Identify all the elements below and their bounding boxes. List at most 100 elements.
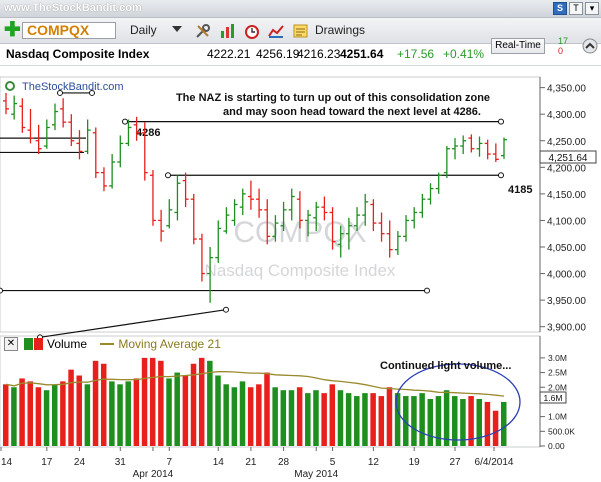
y-tick-label: 4,300.00 (547, 110, 586, 121)
volume-bar (492, 410, 499, 446)
low-value: 4216.23 (297, 47, 341, 61)
volume-value-tag-text: 1.6M (544, 393, 563, 403)
y-tick-label: 4,150.00 (547, 190, 586, 201)
compare-icon[interactable] (268, 23, 284, 39)
chart-annotation-line-1: The NAZ is starting to turn up out of th… (176, 92, 490, 104)
volume-bar (68, 369, 74, 446)
volume-bar (337, 390, 344, 446)
volume-bar (60, 381, 66, 446)
volume-bar (19, 378, 25, 446)
volume-bar (452, 396, 458, 446)
volume-bar (215, 375, 221, 446)
tools-icon[interactable] (195, 23, 211, 39)
volume-bar (296, 387, 303, 446)
level-upper-label: 4286 (136, 127, 160, 139)
volume-bar (419, 393, 425, 446)
volume-bar (272, 387, 278, 446)
last-price-tag-text: 4,251.64 (549, 153, 588, 164)
volume-bar (174, 372, 180, 446)
volume-y-tick-label: 1.0M (548, 412, 567, 422)
open-value: 4222.21 (207, 47, 251, 61)
volume-value-tag (539, 391, 567, 404)
realtime-button[interactable]: Real-Time (491, 38, 545, 54)
line-handle[interactable] (424, 287, 430, 294)
quote-bar: Nasdaq Composite Index 4222.21 4256.19 4… (0, 44, 601, 66)
volume-bar (354, 396, 360, 446)
volume-bar (460, 399, 466, 446)
rising-trend-line[interactable] (39, 309, 227, 338)
line-handle[interactable] (498, 118, 504, 125)
symbol-input[interactable]: COMPQX (22, 22, 116, 39)
volume-bar (427, 399, 434, 446)
line-handle[interactable] (0, 287, 3, 294)
line-handle[interactable] (498, 172, 504, 179)
line-handle[interactable] (57, 89, 63, 96)
x-tick-label: 17 (41, 457, 53, 468)
volume-bar (305, 393, 311, 446)
volume-bar (321, 393, 327, 446)
volume-bar (223, 384, 229, 446)
x-tick-label: 28 (278, 457, 290, 468)
drawings-icon[interactable] (293, 23, 309, 39)
volume-bar (443, 390, 450, 446)
down-count: 0 (558, 46, 564, 56)
header-bar: www.TheStockBandit.com S T ▾ (0, 0, 601, 18)
volume-bar (207, 360, 213, 446)
change-value: +17.56 (397, 47, 435, 61)
line-handle[interactable] (89, 89, 95, 96)
y-tick-label: 4,050.00 (547, 243, 586, 254)
high-value: 4256.19 (256, 47, 300, 61)
indicators-icon[interactable] (220, 23, 236, 39)
volume-bar (133, 378, 140, 446)
volume-bar (117, 384, 123, 446)
volume-panel-header: Volume Moving Average 21 (24, 337, 221, 353)
share-button[interactable]: S (553, 2, 567, 15)
volume-bar (27, 381, 33, 446)
price-panel-frame (0, 76, 541, 333)
y-tick-label: 3,900.00 (547, 323, 586, 334)
volume-bar (231, 387, 238, 446)
volume-bar (435, 396, 442, 446)
volume-bar (109, 381, 115, 446)
line-handle[interactable] (122, 118, 128, 125)
line-handle[interactable] (223, 306, 229, 313)
volume-bar (264, 372, 270, 446)
drawings-button-label[interactable]: Drawings (315, 23, 366, 37)
x-tick-label: 31 (115, 457, 127, 468)
y-tick-label: 4,100.00 (547, 216, 586, 227)
collapse-icon[interactable] (582, 38, 598, 54)
stockbandit-logo-icon (5, 81, 15, 91)
x-tick-label: Apr 2014 (133, 469, 174, 480)
volume-bar (386, 387, 393, 446)
last-value: 4251.64 (340, 47, 384, 61)
index-name: Nasdaq Composite Index (6, 47, 150, 61)
last-price-tag (539, 150, 597, 164)
volume-y-tick-label: 2.5M (548, 368, 567, 378)
volume-bar (166, 378, 172, 446)
volume-bar (35, 387, 42, 446)
header-buttons: S T ▾ (553, 2, 599, 15)
line-handle[interactable] (165, 172, 171, 179)
volume-bar (288, 390, 295, 446)
x-tick-label: 24 (74, 457, 86, 468)
x-tick-label: 21 (245, 457, 257, 468)
add-symbol-icon[interactable]: ✚ (4, 19, 21, 41)
period-select[interactable]: Daily (130, 23, 157, 37)
alarm-clock-icon[interactable] (244, 23, 260, 39)
volume-bar (51, 384, 58, 446)
volume-bar (362, 393, 368, 446)
chevron-down-icon[interactable] (172, 26, 182, 32)
x-tick-label: 14 (213, 457, 225, 468)
x-tick-label: 27 (449, 457, 461, 468)
menu-dropdown-button[interactable]: ▾ (585, 2, 599, 15)
volume-bar (43, 390, 50, 446)
site-watermark: www.TheStockBandit.com (4, 2, 142, 14)
x-tick-label: May 2014 (294, 469, 338, 480)
y-tick-label: 4,350.00 (547, 84, 586, 95)
volume-bar (190, 363, 197, 446)
close-panel-icon[interactable]: ✕ (4, 337, 18, 351)
up-count: 17 (558, 36, 569, 46)
volume-bar (84, 384, 91, 446)
tweet-button[interactable]: T (569, 2, 583, 15)
